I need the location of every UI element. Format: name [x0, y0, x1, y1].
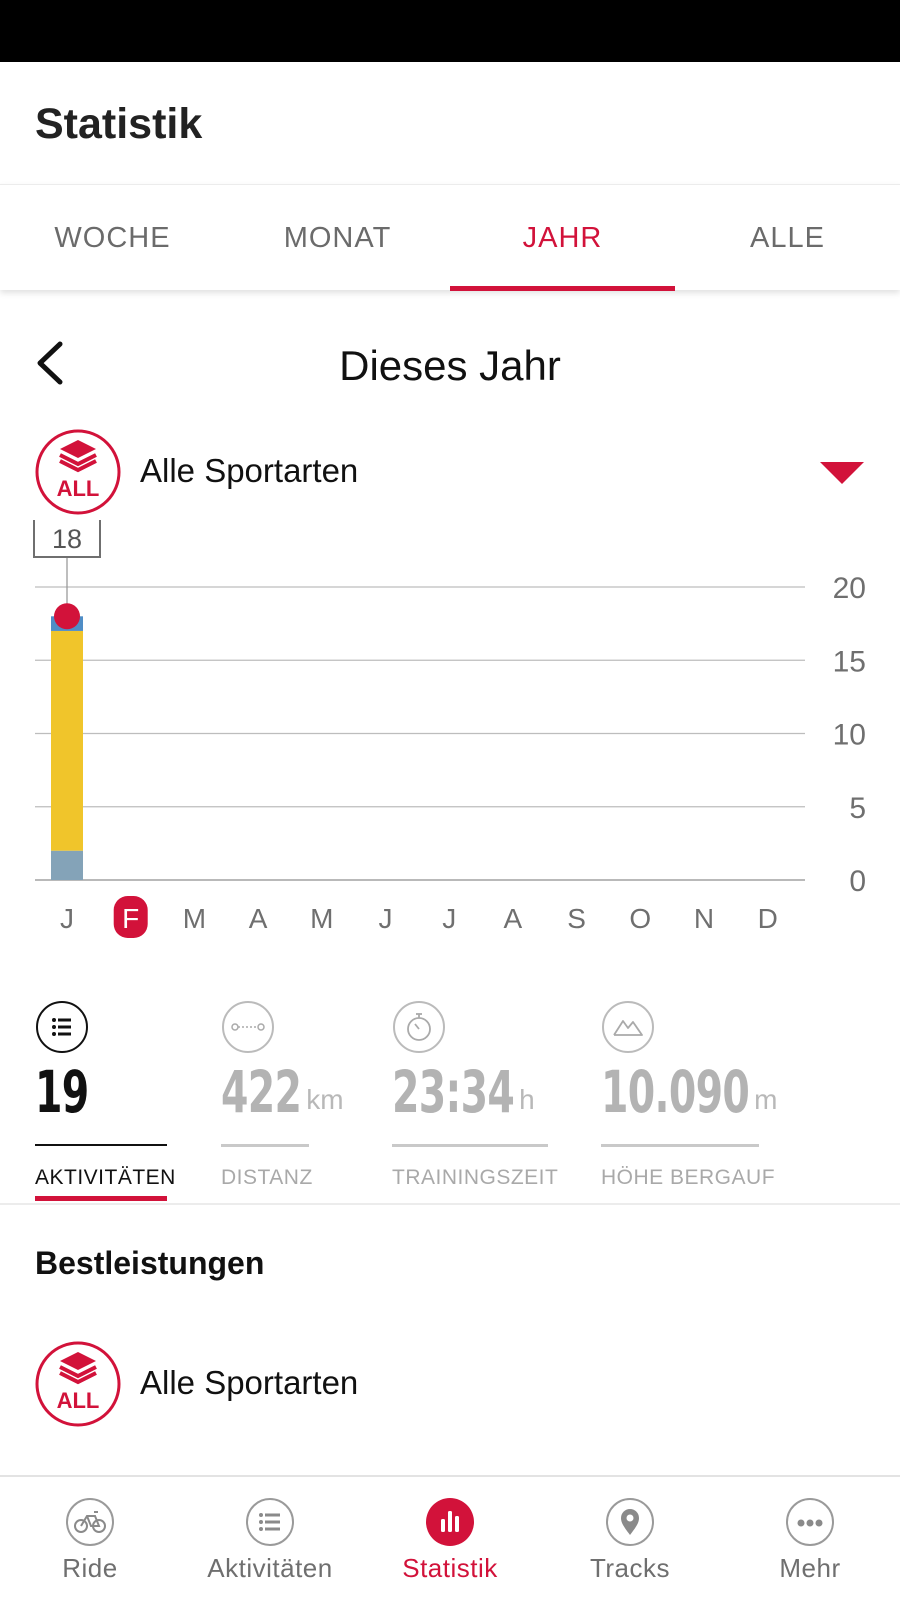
all-badge-text: ALL: [57, 1388, 100, 1413]
month-label[interactable]: A: [504, 903, 523, 934]
stat-rule: [35, 1144, 167, 1146]
stat-unit: h: [519, 1084, 535, 1115]
stat-label: HÖHE BERGAUF: [601, 1166, 776, 1189]
nav-aktivitaeten[interactable]: Aktivitäten: [180, 1477, 360, 1600]
month-label[interactable]: J: [379, 903, 393, 934]
stat-value-line: 422 km: [221, 1058, 344, 1126]
stat-value-line: 10.090 m: [601, 1058, 819, 1126]
nav-mehr[interactable]: Mehr: [720, 1477, 900, 1600]
month-label[interactable]: J: [442, 903, 456, 934]
stat-rule: [392, 1144, 548, 1147]
stat-unit: km: [306, 1084, 344, 1115]
tab-woche[interactable]: WOCHE: [54, 222, 171, 254]
sport-filter[interactable]: ALL Alle Sportarten: [0, 428, 900, 518]
best-sport-label: Alle Sportarten: [140, 1364, 359, 1401]
stat-distanz[interactable]: 422 km DISTANZ: [221, 1000, 344, 1189]
y-tick-label: 15: [833, 645, 866, 678]
y-tick-label: 20: [833, 572, 866, 605]
nav-statistik[interactable]: Statistik: [360, 1477, 540, 1600]
stat-value: 422: [221, 1058, 302, 1126]
month-label[interactable]: F: [122, 903, 139, 934]
stat-value: 10.090: [601, 1058, 750, 1126]
more-icon: [786, 1498, 834, 1546]
stat-trainingszeit[interactable]: 23:34 h TRAININGSZEIT: [392, 1000, 558, 1189]
stat-value: 23:34: [392, 1058, 515, 1126]
all-badge-text: ALL: [57, 476, 100, 501]
best-sport-row[interactable]: ALL Alle Sportarten: [0, 1340, 900, 1430]
nav-statistik-label: Statistik: [402, 1553, 498, 1583]
app-header: Statistik: [0, 62, 900, 184]
mountain-icon: [602, 1001, 654, 1053]
y-tick-label: 5: [849, 792, 866, 825]
nav-ride[interactable]: Ride: [0, 1477, 180, 1600]
selected-month-marker[interactable]: [113, 896, 148, 938]
bar-segment: [51, 850, 83, 880]
nav-tracks-label: Tracks: [589, 1553, 671, 1583]
stat-höhe-bergauf[interactable]: 10.090 m HÖHE BERGAUF: [601, 1000, 777, 1189]
distance-icon: [222, 1001, 274, 1053]
stats-summary: 19 AKTIVITÄTEN 422 km DISTANZ 23:34 h TRAININGS…: [0, 1000, 900, 1205]
nav-ride-label: Ride: [62, 1553, 118, 1583]
period-navigator: Dieses Jahr: [0, 320, 900, 410]
best-performances-title: Bestleistungen: [35, 1245, 265, 1281]
tab-alle[interactable]: ALLE: [750, 222, 825, 254]
value-callout-text: 18: [52, 524, 82, 554]
stat-rule: [601, 1144, 759, 1147]
value-callout-box: [33, 520, 101, 558]
nav-tracks[interactable]: Tracks: [540, 1477, 720, 1600]
stat-value-line: 23:34 h: [392, 1058, 572, 1126]
dropdown-caret-icon[interactable]: [818, 460, 866, 486]
stat-aktivitäten[interactable]: 19 AKTIVITÄTEN: [35, 1000, 175, 1201]
all-sports-icon: ALL: [35, 1341, 121, 1427]
page-title: Statistik: [35, 100, 203, 148]
tab-jahr[interactable]: JAHR: [450, 185, 675, 291]
stat-value: 19: [35, 1058, 89, 1126]
month-label[interactable]: N: [694, 903, 714, 934]
period-tabs: WOCHE MONAT JAHR ALLE: [0, 184, 900, 291]
stat-value-line: 19: [35, 1058, 114, 1126]
list-icon: [36, 1001, 88, 1053]
tab-monat[interactable]: MONAT: [283, 222, 392, 254]
bar-chart-icon: [426, 1498, 474, 1546]
stat-rule: [221, 1144, 309, 1147]
all-sports-icon: ALL: [35, 429, 121, 515]
stat-label: TRAININGSZEIT: [392, 1166, 559, 1189]
value-marker-dot: [54, 603, 80, 630]
month-label[interactable]: D: [758, 903, 778, 934]
stopwatch-icon: [393, 1001, 445, 1053]
nav-mehr-label: Mehr: [779, 1553, 841, 1583]
y-tick-label: 10: [833, 719, 866, 752]
month-label[interactable]: A: [249, 903, 268, 934]
map-pin-icon: [606, 1498, 654, 1546]
bike-icon: [66, 1498, 114, 1546]
month-label[interactable]: M: [183, 903, 206, 934]
stat-unit: m: [754, 1084, 778, 1115]
month-label[interactable]: O: [629, 903, 651, 934]
bar-segment: [51, 630, 83, 851]
bottom-navigation: Ride Aktivitäten Statistik Tracks: [0, 1475, 900, 1600]
stat-label: AKTIVITÄTEN: [35, 1166, 176, 1189]
list-icon: [246, 1498, 294, 1546]
y-tick-label: 0: [849, 865, 866, 898]
period-title: Dieses Jahr: [339, 342, 561, 389]
month-label[interactable]: J: [60, 903, 74, 934]
month-label[interactable]: S: [567, 903, 586, 934]
nav-aktivitaeten-label: Aktivitäten: [207, 1553, 333, 1583]
status-bar: [0, 0, 900, 62]
activities-chart: 20 15 10 5 0 18 J F M A M J J A S O N D: [33, 520, 866, 938]
month-label[interactable]: M: [310, 903, 333, 934]
stat-active-indicator: [35, 1196, 167, 1201]
sport-filter-label: Alle Sportarten: [140, 452, 359, 489]
back-arrow-icon[interactable]: [30, 338, 80, 388]
stat-label: DISTANZ: [221, 1166, 313, 1189]
